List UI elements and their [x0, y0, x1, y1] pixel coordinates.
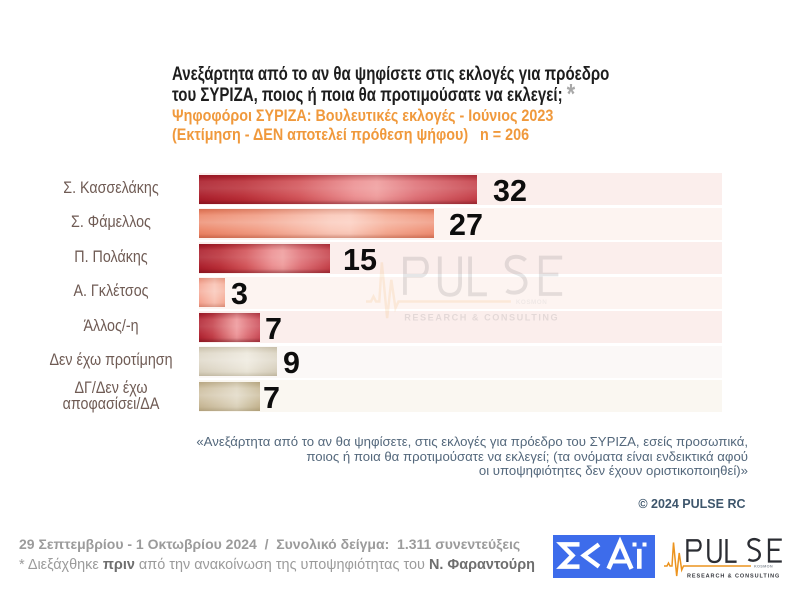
svg-text:KOSMON: KOSMON	[754, 565, 773, 569]
svg-text:KOSMON: KOSMON	[516, 299, 547, 306]
svg-text:RESEARCH & CONSULTING: RESEARCH & CONSULTING	[687, 574, 780, 580]
svg-text:RESEARCH & CONSULTING: RESEARCH & CONSULTING	[404, 313, 559, 323]
